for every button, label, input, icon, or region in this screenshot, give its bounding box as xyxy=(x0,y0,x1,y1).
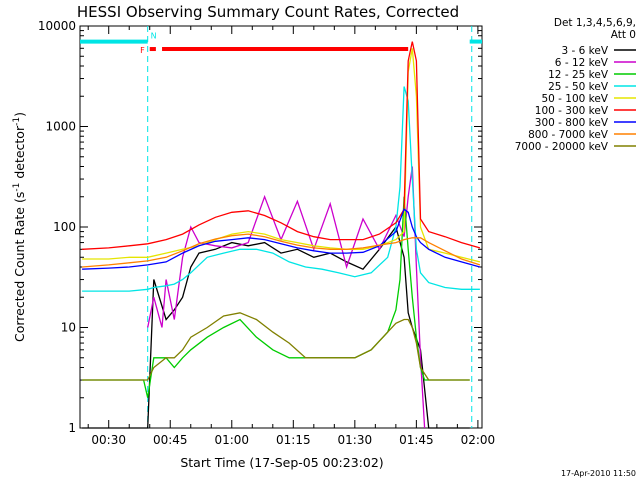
x-tick-label: 02:00 xyxy=(461,433,496,447)
x-tick-label: 01:15 xyxy=(276,433,311,447)
x-tick-label: 01:30 xyxy=(338,433,373,447)
series-line-1 xyxy=(147,166,426,429)
saa-flag-label: N xyxy=(151,32,157,41)
legend-label-3: 25 - 50 keV xyxy=(548,81,609,93)
y-tick-label: 1 xyxy=(68,421,76,435)
series-line-5 xyxy=(82,41,481,250)
series-line-6 xyxy=(82,208,481,270)
observing-flags: FN xyxy=(80,26,482,428)
x-tick-label: 01:45 xyxy=(399,433,434,447)
x-tick-label: 01:00 xyxy=(214,433,249,447)
chart-title: HESSI Observing Summary Count Rates, Cor… xyxy=(77,3,459,21)
footer-timestamp: 17-Apr-2010 11:50 xyxy=(561,469,636,478)
y-tick-label: 10 xyxy=(61,321,76,335)
legend-label-4: 50 - 100 keV xyxy=(541,93,608,105)
series-line-0 xyxy=(82,225,470,429)
legend-label-7: 800 - 7000 keV xyxy=(528,129,609,141)
legend-label-6: 300 - 800 keV xyxy=(535,117,609,129)
series-group xyxy=(82,41,481,429)
x-axis-label: Start Time (17-Sep-05 00:23:02) xyxy=(180,455,383,470)
x-tick-label: 00:45 xyxy=(153,433,188,447)
legend-label-8: 7000 - 20000 keV xyxy=(515,141,609,153)
legend-label-0: 3 - 6 keV xyxy=(561,45,608,57)
y-tick-label: 100 xyxy=(53,220,76,234)
series-line-7 xyxy=(82,233,481,268)
flare-flag-label: F xyxy=(140,46,145,55)
legend-label-1: 6 - 12 keV xyxy=(555,57,609,69)
y-tick-label: 10000 xyxy=(38,19,76,33)
y-tick-label: 1000 xyxy=(45,120,76,134)
legend-header-line2: Att 0 xyxy=(611,29,636,41)
x-tick-label: 00:30 xyxy=(91,433,126,447)
legend-label-5: 100 - 300 keV xyxy=(535,105,609,117)
series-line-4 xyxy=(82,48,481,263)
y-axis: 1 10 100 1000 10000 xyxy=(38,19,482,435)
x-axis: 00:30 00:45 01:00 01:15 01:30 01:45 02:00 xyxy=(87,26,496,447)
legend-header-line1: Det 1,3,4,5,6,9, xyxy=(554,17,636,29)
series-line-8 xyxy=(82,312,470,381)
legend-label-2: 12 - 25 keV xyxy=(548,69,609,81)
y-axis-label: Corrected Count Rate (s-1 detector-1) xyxy=(12,112,27,342)
